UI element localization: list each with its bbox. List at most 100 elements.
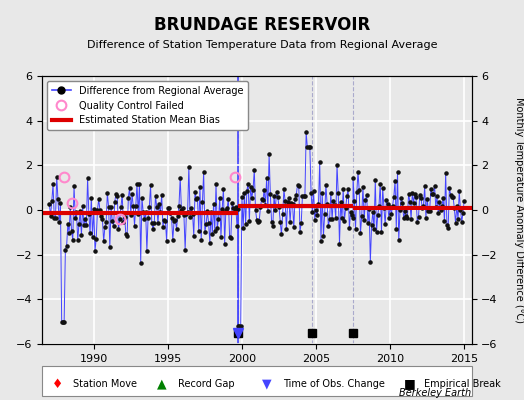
Point (221, 241, 229, 247)
Point (334, 190, 343, 197)
Point (87, 194, 95, 201)
Point (201, 229, 209, 235)
Point (227, 235, 235, 242)
Point (254, 219, 262, 226)
Point (373, 228, 381, 235)
Text: Station Move: Station Move (73, 379, 137, 389)
Point (181, 246, 189, 253)
Point (365, 206, 373, 212)
Point (432, 204, 440, 211)
Point (121, 214, 129, 220)
Point (212, 181, 220, 187)
Point (198, 199, 206, 206)
Point (347, 211, 356, 218)
Point (151, 193, 160, 199)
Point (138, 194, 146, 201)
Point (236, 323, 245, 329)
Point (139, 208, 147, 215)
Point (207, 209, 215, 215)
Point (274, 193, 282, 200)
Point (292, 192, 300, 198)
Point (110, 223, 118, 230)
Point (395, 237, 403, 244)
Point (187, 204, 195, 211)
Text: BRUNDAGE RESERVOIR: BRUNDAGE RESERVOIR (154, 16, 370, 34)
Point (89, 233, 97, 240)
Point (401, 208, 409, 214)
Point (335, 241, 344, 247)
Point (101, 224, 109, 230)
Point (167, 215, 176, 221)
Text: Difference of Station Temperature Data from Regional Average: Difference of Station Temperature Data f… (87, 40, 437, 50)
Point (285, 195, 293, 202)
Point (423, 196, 431, 202)
Point (367, 222, 376, 228)
Point (98, 216, 106, 222)
Legend: Difference from Regional Average, Quality Control Failed, Estimated Station Mean: Difference from Regional Average, Qualit… (47, 81, 248, 130)
Point (210, 201, 218, 208)
Point (58, 318, 66, 325)
Point (68, 227, 76, 234)
Point (266, 190, 275, 197)
Point (54, 196, 62, 202)
Point (134, 211, 143, 217)
Point (80, 222, 88, 228)
Text: Berkeley Earth: Berkeley Earth (399, 388, 472, 398)
Point (194, 228, 203, 234)
Point (46, 213, 54, 219)
Point (150, 220, 158, 226)
Point (300, 192, 308, 199)
Point (374, 212, 382, 218)
Point (428, 191, 436, 197)
Point (114, 226, 123, 232)
Point (356, 230, 365, 236)
Point (407, 216, 416, 222)
Point (403, 214, 411, 221)
Point (333, 162, 341, 168)
Point (133, 181, 141, 187)
Point (66, 204, 74, 210)
Point (240, 190, 248, 196)
Text: ♦: ♦ (52, 378, 63, 390)
Point (357, 213, 366, 219)
Point (439, 194, 447, 201)
Point (217, 234, 225, 240)
Point (125, 184, 134, 191)
Point (387, 211, 396, 218)
Point (117, 204, 125, 210)
Point (435, 199, 444, 206)
Point (94, 196, 103, 202)
Point (148, 220, 156, 226)
Point (65, 229, 73, 236)
Point (440, 218, 449, 225)
Point (416, 192, 424, 198)
Point (73, 237, 82, 244)
Point (161, 218, 170, 224)
Point (313, 212, 321, 218)
Point (69, 237, 77, 243)
Point (234, 323, 243, 329)
Point (225, 234, 234, 240)
Point (433, 193, 441, 200)
Point (156, 208, 165, 215)
Point (385, 215, 393, 221)
Point (443, 222, 451, 228)
Point (233, 223, 241, 230)
Point (445, 185, 454, 192)
Point (63, 221, 72, 227)
Point (92, 235, 101, 242)
Point (59, 318, 67, 325)
Point (219, 185, 227, 192)
Point (270, 193, 278, 200)
Point (459, 210, 467, 216)
Point (420, 183, 429, 190)
Point (450, 205, 458, 211)
Point (396, 207, 404, 214)
Point (376, 180, 385, 187)
Point (239, 225, 247, 231)
Point (267, 219, 276, 225)
Point (386, 203, 394, 210)
Point (260, 187, 268, 193)
Point (91, 247, 99, 254)
Point (192, 196, 201, 202)
